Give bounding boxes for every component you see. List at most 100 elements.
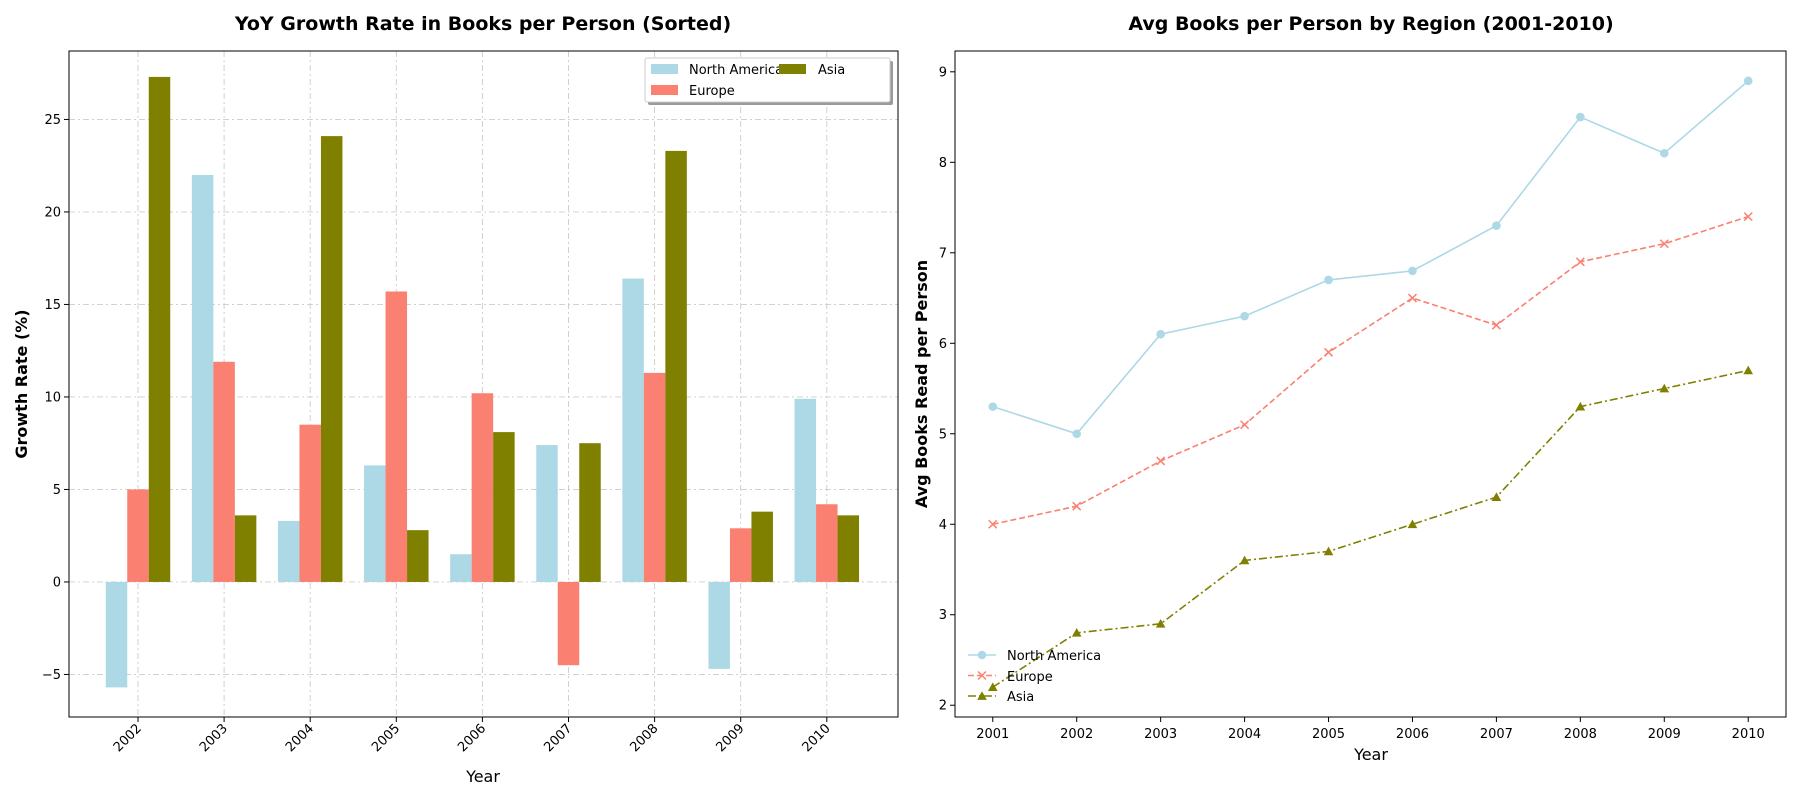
bar-europe-2007 bbox=[557, 581, 580, 666]
line-x-tick-label: 2004 bbox=[1228, 727, 1261, 742]
bar-asia-2008 bbox=[665, 150, 687, 582]
point-asia-2007 bbox=[1491, 492, 1502, 501]
bar-asia-2005 bbox=[407, 530, 429, 582]
line-legend-marker-asia bbox=[977, 691, 987, 700]
bar-y-tick-label: 15 bbox=[44, 298, 61, 313]
bar-asia-2010 bbox=[837, 515, 860, 582]
bar-plot-frame bbox=[68, 50, 899, 718]
bar-north-america-2007 bbox=[536, 445, 558, 582]
line-y-tick-label: 9 bbox=[939, 65, 947, 80]
line-y-axis-label: Avg Books Read per Person bbox=[912, 260, 931, 508]
line-x-tick-label: 2009 bbox=[1648, 727, 1681, 742]
line-x-tick-label: 2010 bbox=[1732, 727, 1765, 742]
point-europe-2004 bbox=[1240, 420, 1250, 430]
point-asia-2005 bbox=[1323, 546, 1334, 556]
line-plot-frame bbox=[954, 50, 1787, 718]
bar-asia-2002 bbox=[148, 76, 171, 582]
bar-y-tick-label: 25 bbox=[44, 113, 61, 128]
bar-series bbox=[105, 76, 860, 688]
line-north-america bbox=[992, 80, 1749, 435]
bar-europe-2002 bbox=[127, 489, 149, 582]
legend-label-europe: Europe bbox=[689, 84, 735, 99]
bar-y-axis-label: Growth Rate (%) bbox=[12, 309, 31, 458]
point-asia-2003 bbox=[1155, 618, 1166, 628]
line-y-tick-label: 5 bbox=[939, 427, 947, 442]
line-x-tick-label: 2007 bbox=[1480, 727, 1513, 742]
bar-north-america-2002 bbox=[105, 581, 128, 688]
legend-swatch-europe bbox=[651, 85, 678, 95]
bar-north-america-2004 bbox=[277, 520, 300, 582]
line-legend-label-europe: Europe bbox=[1007, 670, 1053, 685]
line-chart-title: Avg Books per Person by Region (2001-201… bbox=[1128, 13, 1613, 35]
bar-asia-2006 bbox=[493, 432, 515, 582]
bar-europe-2009 bbox=[729, 528, 752, 582]
line-legend-marker-europe bbox=[977, 670, 987, 681]
point-asia-2004 bbox=[1239, 555, 1250, 565]
line-y-tick-label: 3 bbox=[939, 608, 947, 623]
bar-europe-2005 bbox=[385, 291, 408, 582]
bar-asia-2003 bbox=[234, 515, 257, 582]
point-north-america-2010 bbox=[1743, 76, 1753, 86]
point-europe-2006 bbox=[1407, 293, 1418, 303]
point-north-america-2003 bbox=[1156, 329, 1165, 339]
point-asia-2009 bbox=[1659, 383, 1670, 393]
bar-asia-2004 bbox=[320, 136, 343, 582]
line-europe bbox=[992, 215, 1749, 526]
line-y-tick-label: 2 bbox=[939, 699, 947, 714]
bar-chart: YoY Growth Rate in Books per Person (Sor… bbox=[12, 13, 899, 786]
point-asia-2002 bbox=[1071, 628, 1082, 637]
point-north-america-2009 bbox=[1659, 148, 1669, 158]
bar-y-tick-label: 20 bbox=[44, 205, 61, 220]
point-europe-2007 bbox=[1491, 320, 1501, 330]
point-europe-2008 bbox=[1575, 257, 1585, 267]
point-europe-2009 bbox=[1659, 239, 1669, 249]
bar-y-tick-label: 0 bbox=[53, 575, 61, 590]
line-y-tick-label: 4 bbox=[939, 518, 947, 533]
line-asia bbox=[992, 369, 1749, 688]
point-europe-2003 bbox=[1156, 456, 1166, 466]
line-chart: Avg Books per Person by Region (2001-201… bbox=[912, 13, 1787, 764]
bar-europe-2008 bbox=[643, 372, 666, 582]
point-north-america-2001 bbox=[988, 402, 998, 411]
point-asia-2008 bbox=[1575, 401, 1586, 411]
bar-y-tick-label: 5 bbox=[53, 483, 61, 498]
point-europe-2001 bbox=[988, 519, 998, 529]
bar-europe-2004 bbox=[299, 424, 321, 582]
point-asia-2010 bbox=[1743, 365, 1754, 375]
line-x-tick-label: 2005 bbox=[1312, 727, 1345, 742]
bar-north-america-2008 bbox=[622, 278, 644, 582]
line-x-tick-label: 2001 bbox=[976, 727, 1009, 742]
line-y-axis-ticks: 2 3 4 5 6 7 8 9 bbox=[939, 65, 955, 714]
point-europe-2002 bbox=[1072, 501, 1082, 511]
line-legend: North America Europe Asia bbox=[968, 649, 1101, 705]
legend-label-asia: Asia bbox=[818, 63, 845, 78]
legend-label-north-america: North America bbox=[689, 63, 783, 78]
legend-swatch-north-america bbox=[651, 64, 678, 74]
bar-north-america-2009 bbox=[708, 581, 730, 669]
line-x-tick-label: 2003 bbox=[1144, 727, 1177, 742]
legend-swatch-asia bbox=[779, 64, 806, 74]
bar-north-america-2010 bbox=[794, 398, 817, 582]
line-series bbox=[987, 76, 1754, 691]
bar-y-axis-ticks: −5 0 5 10 15 20 25 bbox=[42, 113, 69, 683]
line-x-tick-label: 2006 bbox=[1396, 727, 1429, 742]
bar-legend: North America Europe Asia bbox=[644, 57, 893, 105]
line-legend-label-asia: Asia bbox=[1007, 690, 1034, 705]
line-y-tick-label: 6 bbox=[939, 337, 947, 352]
point-north-america-2005 bbox=[1324, 275, 1333, 285]
line-legend-marker-north-america bbox=[977, 650, 987, 660]
line-y-tick-label: 8 bbox=[939, 156, 947, 171]
bar-north-america-2003 bbox=[191, 174, 214, 582]
bar-asia-2009 bbox=[751, 511, 773, 582]
point-north-america-2006 bbox=[1408, 266, 1417, 276]
bar-north-america-2006 bbox=[450, 554, 472, 582]
bar-europe-2003 bbox=[213, 361, 235, 582]
bar-y-tick-label: 10 bbox=[44, 390, 61, 405]
point-north-america-2004 bbox=[1240, 311, 1249, 321]
point-europe-2010 bbox=[1743, 212, 1753, 222]
point-north-america-2007 bbox=[1492, 221, 1501, 230]
bar-europe-2010 bbox=[816, 504, 838, 582]
bar-chart-title: YoY Growth Rate in Books per Person (Sor… bbox=[234, 13, 731, 35]
line-x-tick-label: 2002 bbox=[1060, 727, 1093, 742]
